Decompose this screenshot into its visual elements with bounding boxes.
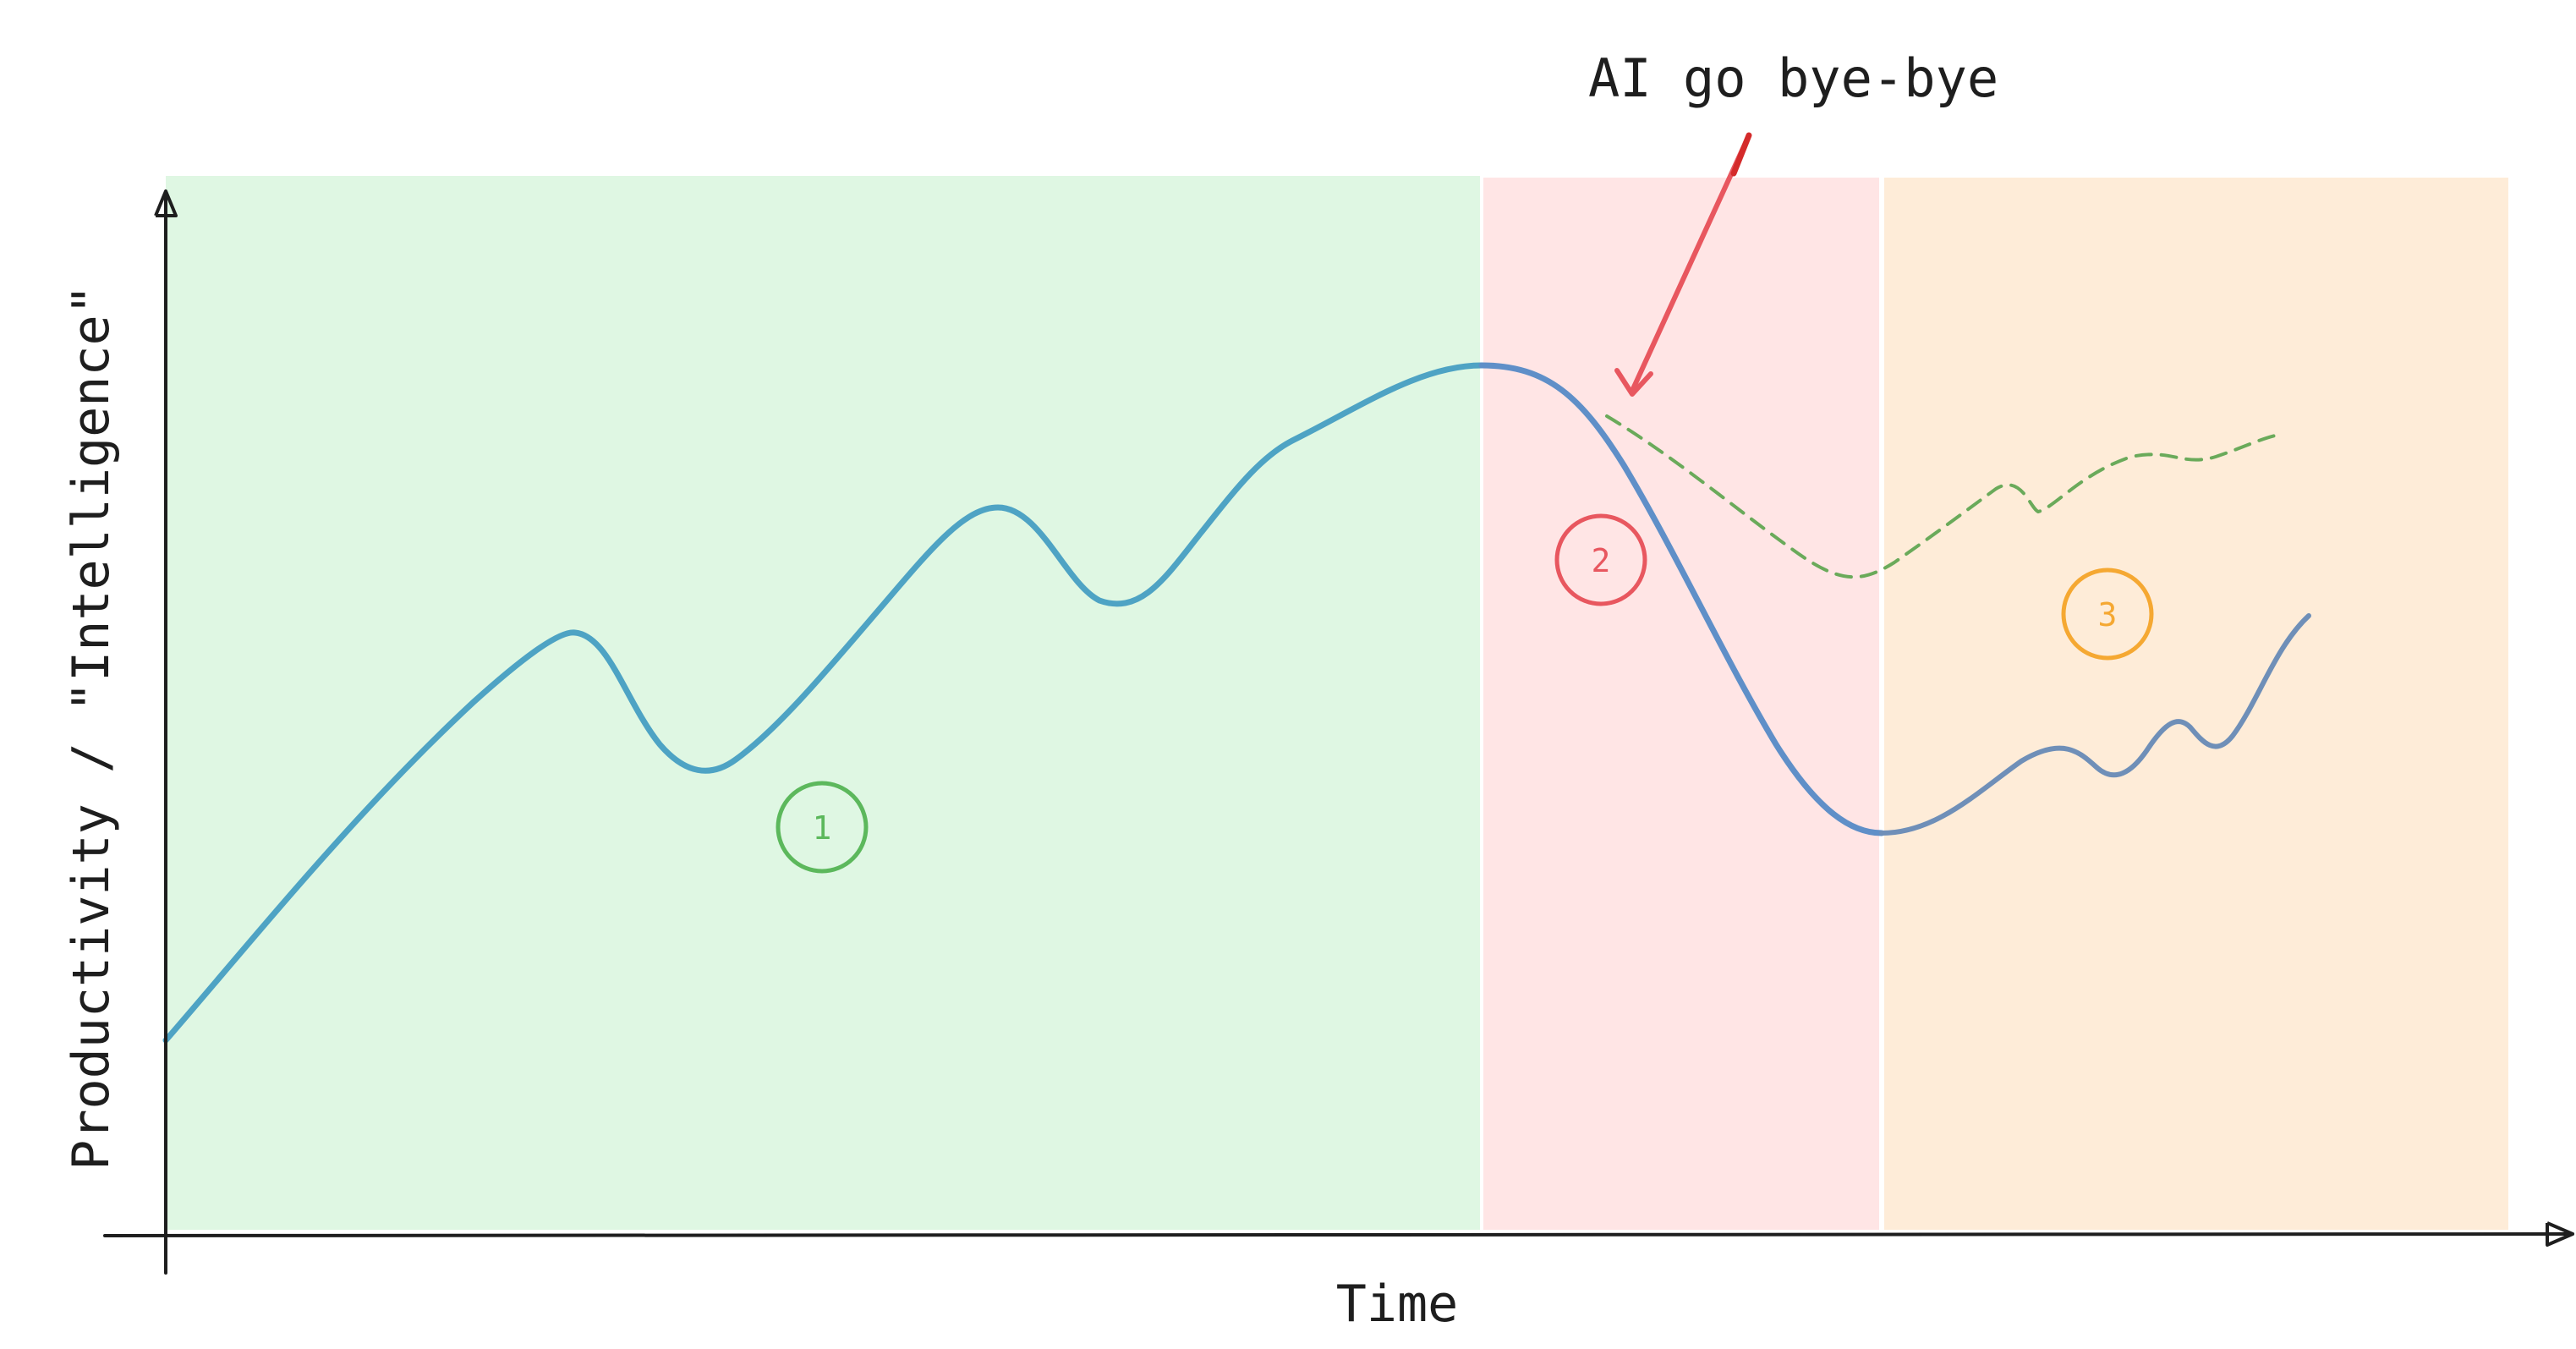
counterfactual-curve xyxy=(1605,414,2277,579)
x-axis xyxy=(103,1221,2574,1247)
region-2-marker-label: 2 xyxy=(1592,542,1611,579)
productivity-curve-region-2 xyxy=(1478,362,1885,836)
region-3-marker: 3 xyxy=(2061,568,2154,661)
y-axis xyxy=(154,189,178,1275)
x-axis-label: Time xyxy=(1336,1275,1459,1334)
region-2-marker: 2 xyxy=(1554,513,1647,606)
region-3-background xyxy=(1884,178,2508,1230)
annotation-arrow xyxy=(1614,132,1752,397)
annotation-text: AI go bye-bye xyxy=(1588,47,1998,109)
region-2-background xyxy=(1483,178,1879,1230)
region-1-marker: 1 xyxy=(776,781,869,874)
region-1-background xyxy=(166,176,1480,1230)
y-axis-label: Productivity / "Intelligence" xyxy=(62,284,121,1171)
productivity-curve-region-3 xyxy=(1879,613,2311,836)
region-1-marker-label: 1 xyxy=(813,809,832,847)
productivity-curve-region-1 xyxy=(162,362,1485,1044)
region-3-marker-label: 3 xyxy=(2098,596,2118,633)
